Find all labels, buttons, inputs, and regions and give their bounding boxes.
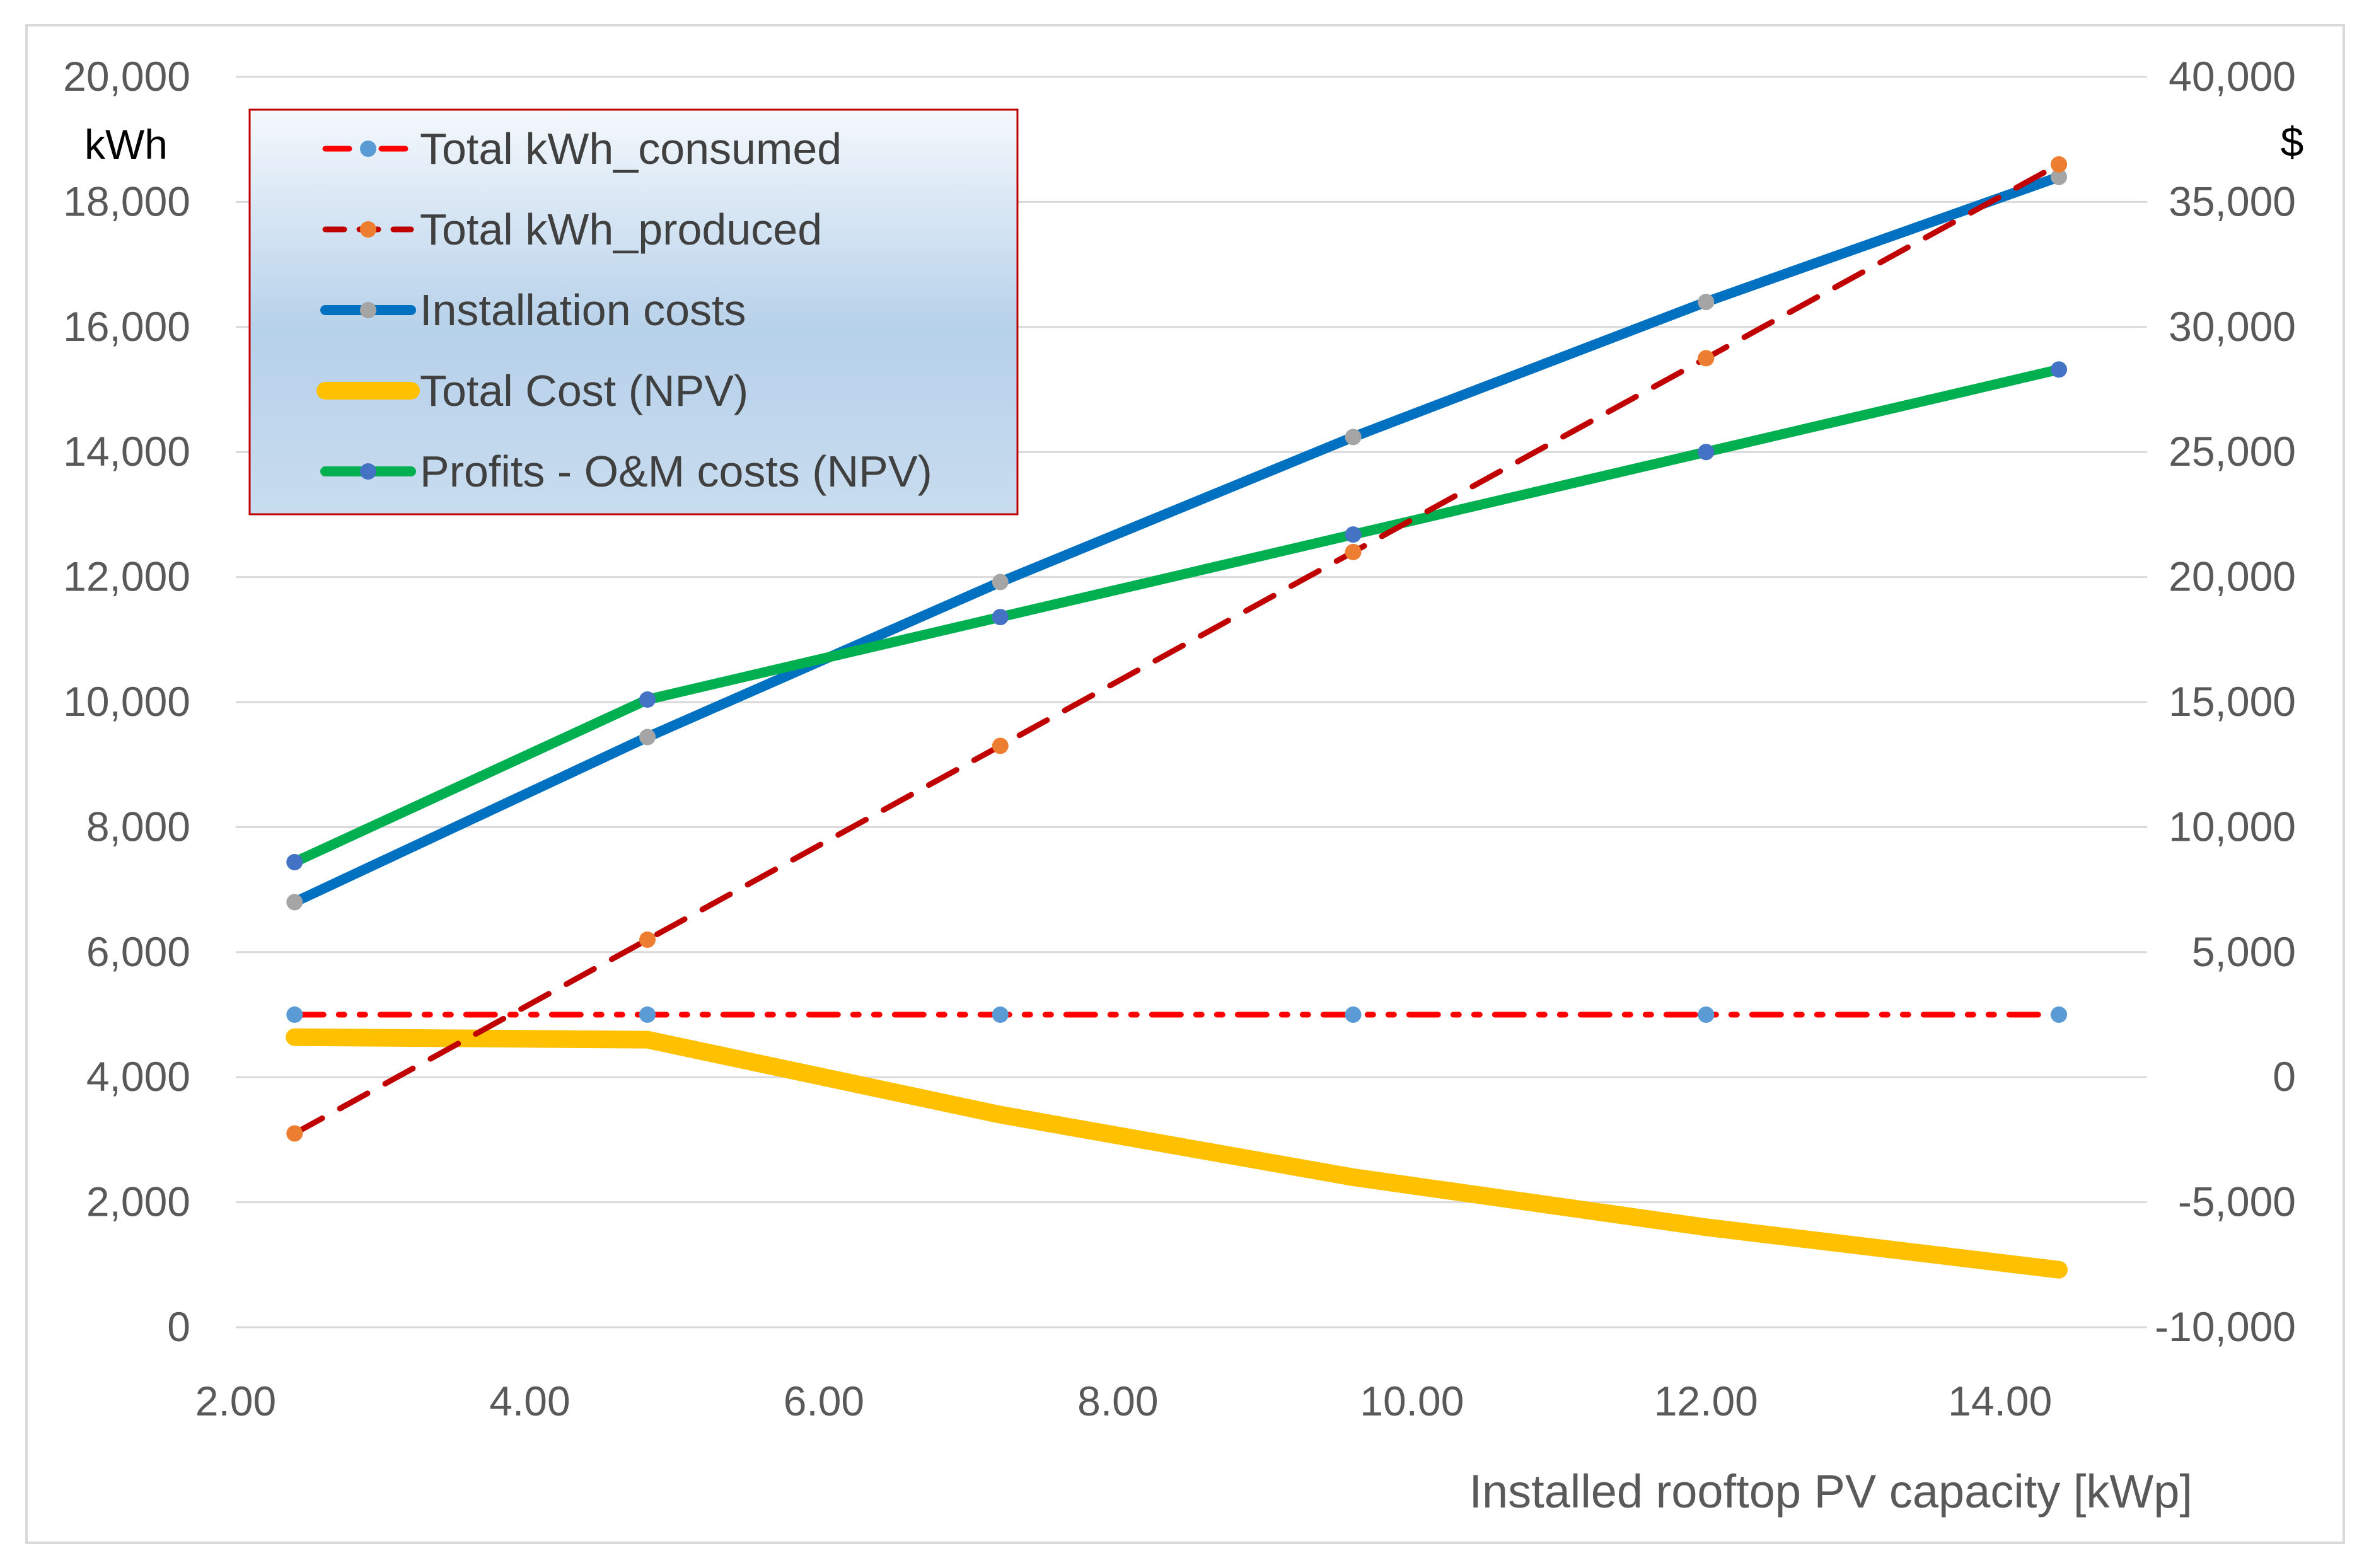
legend-marker bbox=[360, 141, 376, 157]
y-left-tick-label: 0 bbox=[167, 1303, 190, 1350]
data-point bbox=[1698, 1006, 1715, 1023]
y-left-axis-ticks: 0 2,000 4,000 6,000 8,000 10,000 12,000 14,000 1… bbox=[63, 53, 190, 1350]
data-point bbox=[1698, 350, 1715, 367]
data-point bbox=[639, 691, 656, 708]
y-right-tick-label: 5,000 bbox=[2192, 928, 2296, 975]
x-axis-label: Installed rooftop PV capacity [kWp] bbox=[1469, 1465, 2192, 1518]
y-left-tick-label: 8,000 bbox=[86, 803, 190, 850]
y-right-tick-label: 35,000 bbox=[2169, 178, 2296, 224]
y-left-tick-label: 6,000 bbox=[86, 928, 190, 975]
x-tick-label: 14.00 bbox=[1948, 1378, 2052, 1424]
y-right-unit-label: $ bbox=[2281, 118, 2304, 165]
data-point bbox=[1345, 1006, 1362, 1023]
legend-label: Installation costs bbox=[420, 285, 746, 335]
series-1 bbox=[286, 156, 2068, 1142]
y-left-tick-label: 4,000 bbox=[86, 1053, 190, 1100]
data-point bbox=[992, 574, 1009, 591]
data-point bbox=[2051, 168, 2068, 185]
y-right-tick-label: -10,000 bbox=[2155, 1303, 2296, 1350]
y-right-tick-label: 30,000 bbox=[2169, 303, 2296, 350]
data-point bbox=[992, 737, 1009, 754]
y-left-tick-label: 2,000 bbox=[86, 1179, 190, 1225]
data-point bbox=[286, 894, 303, 911]
y-left-tick-label: 12,000 bbox=[63, 553, 190, 600]
legend-item: Total kWh_produced bbox=[322, 205, 822, 254]
x-tick-label: 10.00 bbox=[1360, 1378, 1464, 1424]
legend-marker bbox=[360, 221, 376, 238]
y-left-unit-label: kWh bbox=[84, 121, 168, 168]
legend-marker bbox=[360, 463, 376, 480]
data-point bbox=[286, 853, 303, 870]
data-point bbox=[1698, 444, 1715, 461]
data-point bbox=[2051, 361, 2068, 378]
legend-label: Total Cost (NPV) bbox=[420, 366, 748, 415]
data-point bbox=[1698, 294, 1715, 311]
legend-item: Profits - O&M costs (NPV) bbox=[320, 447, 932, 496]
y-left-tick-label: 18,000 bbox=[63, 178, 190, 224]
series-3 bbox=[286, 1028, 2068, 1279]
x-tick-label: 2.00 bbox=[195, 1378, 276, 1424]
y-right-tick-label: -5,000 bbox=[2178, 1179, 2296, 1225]
legend-item: Total Cost (NPV) bbox=[316, 366, 748, 415]
data-point bbox=[639, 729, 656, 746]
legend-label: Profits - O&M costs (NPV) bbox=[420, 447, 932, 496]
series-line bbox=[291, 161, 2062, 1136]
legend-marker bbox=[360, 302, 376, 318]
x-tick-label: 8.00 bbox=[1077, 1378, 1158, 1424]
series-4 bbox=[286, 361, 2068, 870]
data-point bbox=[639, 931, 656, 948]
series-line bbox=[289, 171, 2065, 908]
data-point bbox=[1345, 543, 1362, 560]
y-right-tick-label: 10,000 bbox=[2169, 803, 2296, 850]
y-right-tick-label: 15,000 bbox=[2169, 678, 2296, 725]
series-layer bbox=[286, 156, 2068, 1279]
data-point bbox=[286, 1125, 303, 1142]
series-line bbox=[286, 1028, 2068, 1279]
y-right-tick-label: 40,000 bbox=[2169, 53, 2296, 100]
y-left-tick-label: 16,000 bbox=[63, 303, 190, 350]
series-2 bbox=[286, 168, 2068, 911]
series-0 bbox=[286, 1006, 2068, 1023]
data-point bbox=[992, 1006, 1009, 1023]
x-tick-label: 12.00 bbox=[1654, 1378, 1758, 1424]
y-right-tick-label: 20,000 bbox=[2169, 553, 2296, 600]
y-right-tick-label: 0 bbox=[2273, 1053, 2296, 1100]
y-left-tick-label: 10,000 bbox=[63, 678, 190, 725]
legend-label: Total kWh_produced bbox=[420, 205, 822, 254]
data-point bbox=[1345, 526, 1362, 543]
data-point bbox=[639, 1006, 656, 1023]
x-tick-label: 6.00 bbox=[784, 1378, 864, 1424]
series-line bbox=[289, 364, 2065, 867]
y-left-tick-label: 20,000 bbox=[63, 53, 190, 100]
data-point bbox=[2051, 156, 2068, 173]
legend-label: Total kWh_consumed bbox=[420, 124, 842, 173]
y-left-tick-label: 14,000 bbox=[63, 428, 190, 475]
legend-item: Total kWh_consumed bbox=[322, 124, 842, 173]
legend-item: Installation costs bbox=[320, 285, 746, 335]
y-right-axis-ticks: -10,000 -5,000 0 5,000 10,000 15,000 20,000 25,… bbox=[2155, 53, 2296, 1350]
data-point bbox=[2051, 1006, 2068, 1023]
y-right-tick-label: 25,000 bbox=[2169, 428, 2296, 475]
x-tick-label: 4.00 bbox=[489, 1378, 570, 1424]
data-point bbox=[992, 609, 1009, 626]
x-axis-ticks: 2.00 4.00 6.00 8.00 10.00 12.00 14.00 bbox=[195, 1378, 2053, 1424]
legend: Total kWh_consumed Total kWh_produced Inst… bbox=[248, 108, 1019, 516]
data-point bbox=[1345, 429, 1362, 446]
data-point bbox=[286, 1006, 303, 1023]
